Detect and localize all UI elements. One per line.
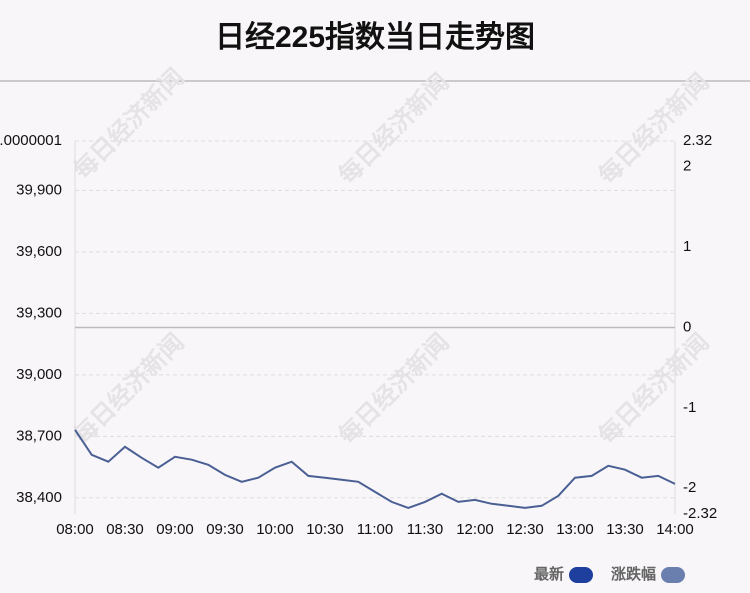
x-tick-label: 11:30: [407, 521, 443, 538]
x-tick-label: 08:00: [56, 521, 94, 538]
legend-swatch: [661, 567, 685, 583]
y2-tick-label: -2.32: [683, 505, 717, 522]
y2-tick-label: -2: [683, 479, 696, 496]
y2-tick-label: 0: [683, 318, 691, 335]
x-tick-label: 14:00: [656, 521, 694, 538]
x-tick-label: 09:00: [156, 521, 194, 538]
y2-tick-label: -1: [683, 399, 696, 416]
price-line: [74, 429, 676, 509]
x-tick-label: 08:30: [106, 521, 144, 538]
y-tick-label: 39,900: [16, 181, 62, 198]
x-tick-label: 11:00: [357, 521, 393, 538]
x-tick-label: 12:30: [506, 521, 544, 538]
chart-title: 日经225指数当日走势图: [215, 20, 535, 54]
x-tick-label: 12:00: [456, 521, 494, 538]
y2-tick-label: 2.32: [683, 132, 712, 149]
y2-tick-label: 1: [683, 238, 691, 255]
x-tick-label: 13:00: [556, 521, 594, 538]
y-tick-label: 38,700: [16, 427, 62, 444]
y-tick-label: 38,400: [16, 489, 62, 506]
x-tick-label: 10:00: [256, 521, 294, 538]
x-tick-label: 09:30: [206, 521, 244, 538]
legend-label: 最新: [534, 565, 564, 583]
legend-swatch: [569, 567, 593, 583]
y2-tick-label: 2: [683, 158, 691, 175]
y-tick-label: 39,300: [16, 304, 62, 321]
y-tick-label: 40141.0000001: [0, 132, 62, 149]
y-tick-label: 39,000: [16, 366, 62, 383]
legend-label: 涨跌幅: [611, 565, 656, 583]
y-tick-label: 39,600: [16, 243, 62, 260]
x-tick-label: 13:30: [606, 521, 644, 538]
x-tick-label: 10:30: [306, 521, 344, 538]
